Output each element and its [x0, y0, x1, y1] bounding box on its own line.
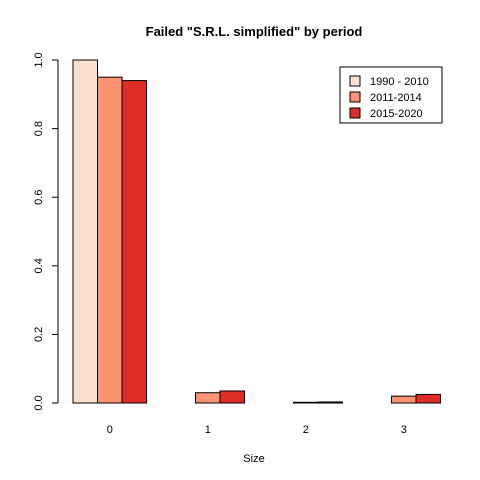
bar-3-series-1	[391, 395, 417, 404]
y-tick-label: 1.0	[33, 52, 45, 67]
x-axis-labels: 0 1 2 3	[107, 424, 407, 436]
y-tick-label: 0.2	[33, 327, 45, 342]
bars-group	[72, 59, 441, 404]
legend-swatch	[349, 75, 361, 87]
x-tick-label: 1	[205, 424, 211, 436]
legend-label: 2011-2014	[370, 92, 422, 104]
legend-swatch	[349, 107, 361, 119]
x-axis-title: Size	[243, 453, 264, 465]
legend-label: 2015-2020	[370, 108, 423, 120]
x-tick-label: 3	[401, 424, 407, 436]
x-tick-label: 2	[303, 424, 309, 436]
bar-0-series-2	[121, 80, 147, 404]
bar-2-series-1	[293, 401, 319, 404]
bar-1-series-2	[219, 390, 245, 404]
y-tick-label: 0.8	[33, 121, 45, 136]
y-tick-label: 0.6	[33, 190, 45, 205]
y-tick-label: 0.0	[33, 395, 45, 410]
chart-title: Failed "S.R.L. simplified" by period	[146, 24, 363, 39]
legend: 1990 - 2010 2011-2014 2015-2020	[339, 66, 443, 124]
legend-label: 1990 - 2010	[370, 76, 429, 88]
y-tick-label: 0.4	[33, 258, 45, 273]
x-tick-label: 0	[107, 424, 113, 436]
legend-swatch	[349, 91, 361, 103]
bar-1-series-1	[195, 392, 221, 404]
bar-0-series-0	[72, 59, 98, 404]
bar-2-series-2	[317, 401, 343, 404]
y-axis: 0.0 0.2 0.4 0.6 0.8 1.0	[33, 52, 59, 411]
bar-0-series-1	[97, 76, 123, 404]
bar-3-series-2	[415, 393, 441, 404]
